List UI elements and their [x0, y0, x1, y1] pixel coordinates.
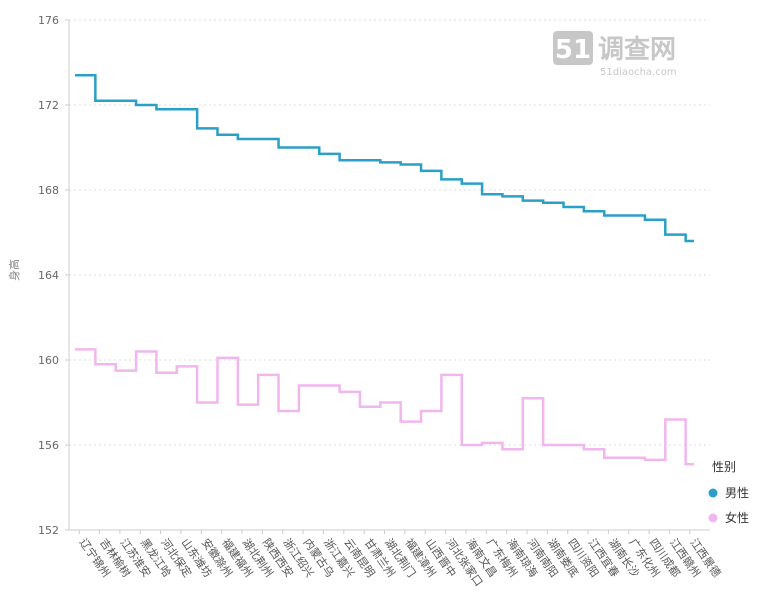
legend-item-female[interactable]: 女性	[708, 510, 750, 525]
x-tick-labels: 辽宁锦州吉林榆树江苏淮安黑龙江哈河北保定山东潍坊安徽滁州福建福州湖北荆州陕西西安…	[77, 530, 724, 589]
legend-title: 性别	[712, 460, 736, 474]
y-tick-label: 172	[38, 99, 59, 112]
y-tick-label: 152	[38, 524, 59, 537]
watermark-logo: 51 调查网 51diaocha.com	[553, 31, 677, 78]
watermark-badge	[553, 31, 593, 65]
y-tick-label: 160	[38, 354, 59, 367]
legend-label-female: 女性	[725, 510, 749, 525]
watermark-title: 调查网	[598, 35, 676, 65]
legend-item-male[interactable]: 男性	[708, 486, 750, 500]
legend-label-male: 男性	[725, 486, 749, 500]
watermark-url: 51diaocha.com	[600, 67, 677, 78]
series-line-female[interactable]	[75, 348, 694, 466]
legend-marker-male	[708, 488, 718, 498]
y-tick-label: 176	[38, 14, 59, 27]
y-tick-label: 164	[38, 269, 59, 282]
grid-lines	[65, 19, 710, 531]
y-tick-label: 168	[38, 184, 59, 197]
y-tick-labels: 152 156 160 164 168 172 176	[38, 14, 59, 537]
legend: 性别 男性 女性	[708, 460, 750, 525]
axes	[68, 20, 710, 531]
y-axis-title: 身高	[7, 259, 21, 281]
y-tick-label: 156	[38, 439, 59, 452]
series-line-male[interactable]	[75, 74, 694, 243]
series-lines	[75, 74, 694, 466]
legend-marker-female	[708, 513, 718, 523]
watermark-number: 51	[555, 35, 591, 65]
